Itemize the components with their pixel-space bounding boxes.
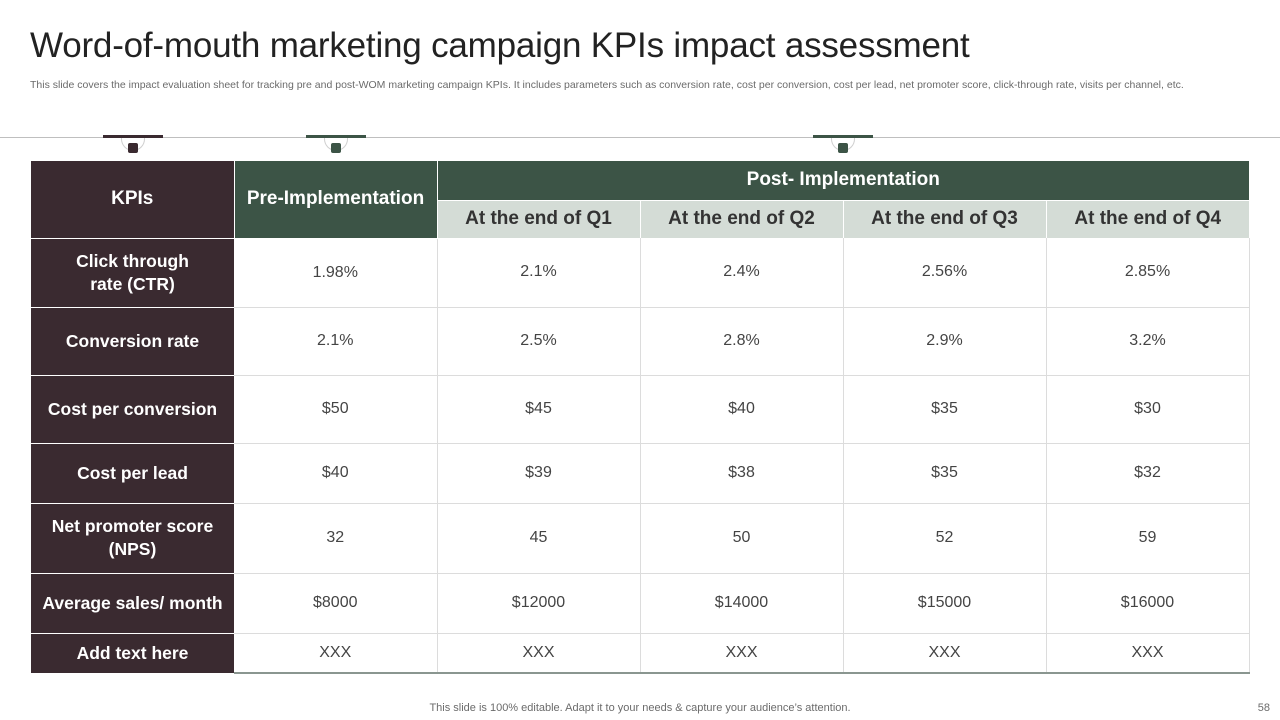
row-label-line: Net promoter score (51, 516, 214, 536)
q4-value: $16000 (1046, 573, 1250, 634)
row-label: Net promoter score (NPS) (31, 503, 234, 574)
header-q2: At the end of Q2 (640, 200, 844, 238)
q3-value: 52 (843, 503, 1047, 574)
table-row: Cost per lead $40 $39 $38 $35 $32 (31, 443, 1250, 504)
row-label: Cost per lead (31, 443, 234, 504)
pre-value: $50 (234, 375, 438, 444)
q3-value: $35 (843, 375, 1047, 444)
slide-footer: This slide is 100% editable. Adapt it to… (429, 702, 851, 714)
q4-value: XXX (1046, 633, 1250, 674)
table-row: Net promoter score (NPS) 32 45 50 52 59 (31, 503, 1250, 574)
q3-value: $35 (843, 443, 1047, 504)
pre-value: $8000 (234, 573, 438, 634)
q1-value: $45 (437, 375, 641, 444)
pre-value: XXX (234, 633, 438, 674)
q3-value: 2.9% (843, 307, 1047, 376)
q2-value: $40 (640, 375, 844, 444)
page-number: 58 (1257, 702, 1270, 714)
q2-value: 2.8% (640, 307, 844, 376)
header-pre-implementation: Pre-Implementation (234, 161, 438, 239)
q2-value: $14000 (640, 573, 844, 634)
pre-value: 32 (234, 503, 438, 574)
divider (0, 137, 1280, 138)
pin-marker-icon (103, 135, 163, 153)
pin-marker-icon (306, 135, 366, 153)
slide-title: Word-of-mouth marketing campaign KPIs im… (30, 26, 970, 65)
kpi-table: KPIs Pre-Implementation Post- Implementa… (31, 161, 1250, 674)
pre-value: 2.1% (234, 307, 438, 376)
q1-value: 2.1% (437, 238, 641, 308)
row-label: Average sales/ month (31, 573, 234, 634)
q3-value: $15000 (843, 573, 1047, 634)
header-post-implementation: Post- Implementation (437, 161, 1249, 201)
row-label: Conversion rate (31, 307, 234, 376)
header-q4: At the end of Q4 (1046, 200, 1249, 238)
q2-value: $38 (640, 443, 844, 504)
pre-value: 1.98% (234, 238, 438, 308)
table-row: Add text here XXX XXX XXX XXX XXX (31, 633, 1250, 674)
q3-value: 2.56% (843, 238, 1047, 308)
row-label: Add text here (31, 633, 234, 673)
table-row: Conversion rate 2.1% 2.5% 2.8% 2.9% 3.2% (31, 307, 1250, 376)
table-row: Click through rate (CTR) 1.98% 2.1% 2.4%… (31, 238, 1250, 308)
q1-value: $39 (437, 443, 641, 504)
row-label-line: Click through (76, 250, 189, 271)
pin-marker-icon (813, 135, 873, 153)
table-row: Average sales/ month $8000 $12000 $14000… (31, 573, 1250, 634)
q4-value: $32 (1046, 443, 1250, 504)
row-label: Click through rate (CTR) (31, 238, 234, 308)
row-label-line: rate (CTR) (90, 273, 175, 294)
q4-value: $30 (1046, 375, 1250, 444)
q1-value: 2.5% (437, 307, 641, 376)
q1-value: 45 (437, 503, 641, 574)
q2-value: 2.4% (640, 238, 844, 308)
header-q1: At the end of Q1 (437, 200, 641, 238)
q2-value: 50 (640, 503, 844, 574)
q1-value: $12000 (437, 573, 641, 634)
q4-value: 3.2% (1046, 307, 1250, 376)
slide-subtitle: This slide covers the impact evaluation … (30, 79, 1184, 91)
row-label: Cost per conversion (31, 375, 234, 444)
pre-value: $40 (234, 443, 438, 504)
q4-value: 2.85% (1046, 238, 1250, 308)
q2-value: XXX (640, 633, 844, 674)
q3-value: XXX (843, 633, 1047, 674)
q1-value: XXX (437, 633, 641, 674)
table-row: Cost per conversion $50 $45 $40 $35 $30 (31, 375, 1250, 444)
header-q3: At the end of Q3 (843, 200, 1047, 238)
header-kpis: KPIs (31, 161, 235, 239)
row-label-line: (NPS) (108, 539, 157, 559)
q4-value: 59 (1046, 503, 1250, 574)
